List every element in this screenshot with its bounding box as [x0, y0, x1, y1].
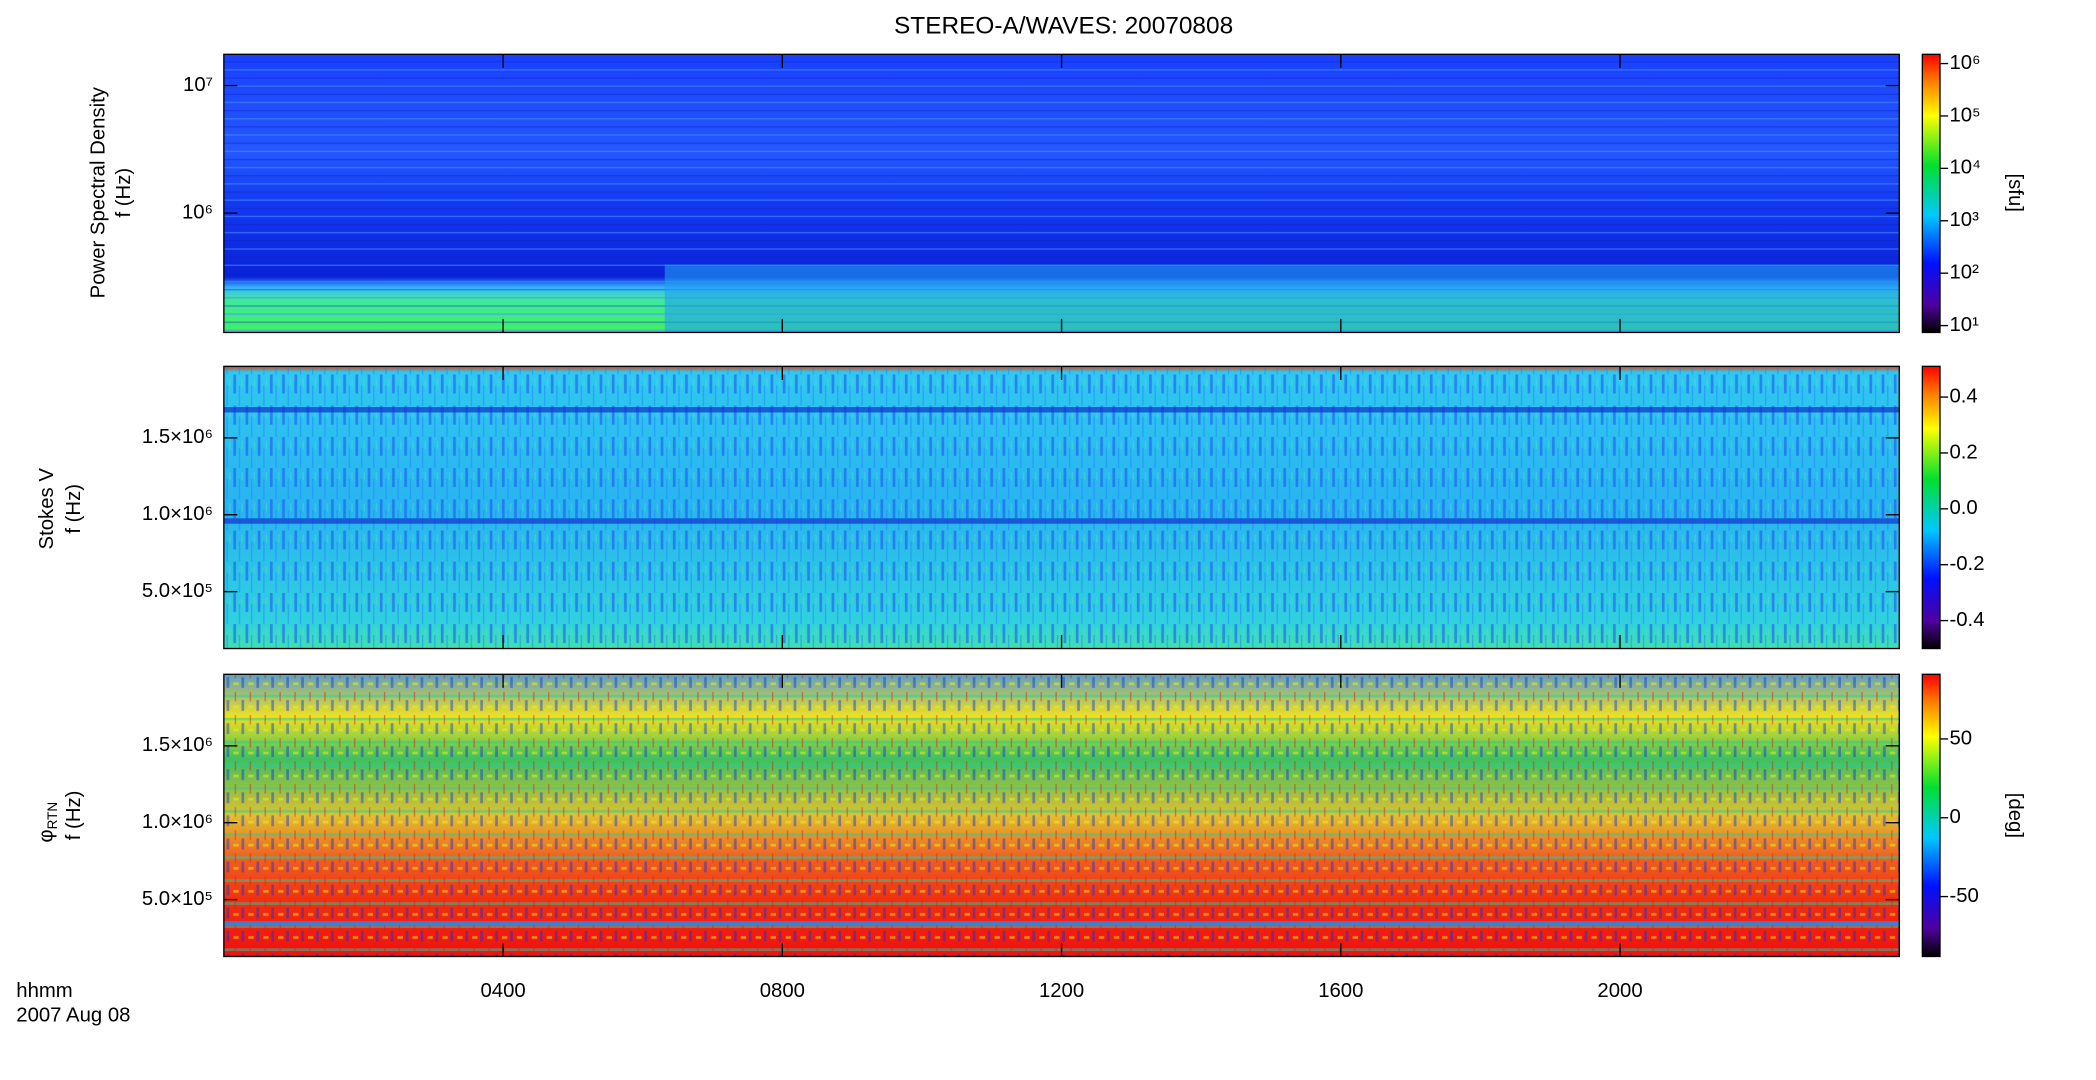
- y-tick-label: 10⁷: [183, 74, 213, 96]
- spectrogram-texture: [223, 518, 1900, 524]
- colorbar-tick-label: -0.2: [1949, 553, 1984, 575]
- colorbar: [1921, 365, 1941, 650]
- y-axis-label: φRTN: [36, 802, 60, 843]
- colorbar-tick-label: 0.2: [1949, 441, 1977, 463]
- y-tick-label: 1.5×10⁶: [142, 734, 213, 756]
- colorbar-tick-label: -50: [1949, 885, 1978, 907]
- colorbar-tick-label: 10³: [1949, 209, 1979, 231]
- colorbar-tick-label: 0.4: [1949, 385, 1977, 407]
- y-axis-symbol: φ: [36, 829, 58, 842]
- colorbar: [1921, 673, 1941, 958]
- y-axis-unit: f (Hz): [63, 484, 85, 534]
- y-tick-label: 1.0×10⁶: [142, 503, 213, 525]
- colorbar-tick-label: 10¹: [1949, 314, 1979, 336]
- spectrogram-texture: [223, 366, 1900, 649]
- y-tick-label: 5.0×10⁵: [142, 888, 213, 910]
- spectrogram-texture: [664, 264, 1900, 333]
- chart-title: STEREO-A/WAVES: 20070808: [894, 13, 1233, 40]
- colorbar-tick-label: 0.0: [1949, 497, 1977, 519]
- colorbar-label: [deg]: [2004, 793, 2026, 838]
- y-axis-unit: f (Hz): [113, 168, 135, 218]
- x-axis-date: 2007 Aug 08: [16, 1005, 130, 1027]
- colorbar-tick-label: 10⁴: [1949, 157, 1980, 179]
- y-tick-label: 1.5×10⁶: [142, 426, 213, 448]
- y-axis-label: Stokes V: [36, 468, 58, 550]
- colorbar-label: [sfu]: [2004, 173, 2026, 211]
- colorbar-tick-label: 10⁵: [1949, 104, 1980, 126]
- spectrogram-texture: [223, 674, 1900, 957]
- x-tick-label: 1200: [1039, 980, 1084, 1002]
- x-axis-label: hhmm: [16, 980, 72, 1002]
- y-axis-subscript: RTN: [44, 802, 59, 830]
- y-tick-label: 5.0×10⁵: [142, 580, 213, 602]
- colorbar: [1921, 53, 1941, 334]
- spectrogram-images: [223, 54, 1900, 957]
- y-tick-label: 1.0×10⁶: [142, 811, 213, 833]
- colorbar-tick-label: -0.4: [1949, 609, 1984, 631]
- spectrogram-texture: [223, 407, 1900, 413]
- y-axis-unit: f (Hz): [63, 791, 85, 841]
- y-axis-label: Power Spectral Density: [87, 86, 109, 298]
- y-tick-label: 10⁶: [182, 202, 213, 224]
- spectrogram-texture: [223, 921, 1900, 926]
- colorbar-tick-label: 0: [1949, 806, 1960, 828]
- x-tick-label: 0400: [480, 980, 525, 1002]
- x-tick-label: 2000: [1597, 980, 1642, 1002]
- colorbar-tick-label: 50: [1949, 727, 1972, 749]
- x-tick-label: 0800: [760, 980, 805, 1002]
- colorbar-tick-label: 10²: [1949, 262, 1979, 284]
- x-tick-label: 1600: [1318, 980, 1363, 1002]
- colorbar-tick-label: 10⁶: [1949, 52, 1980, 74]
